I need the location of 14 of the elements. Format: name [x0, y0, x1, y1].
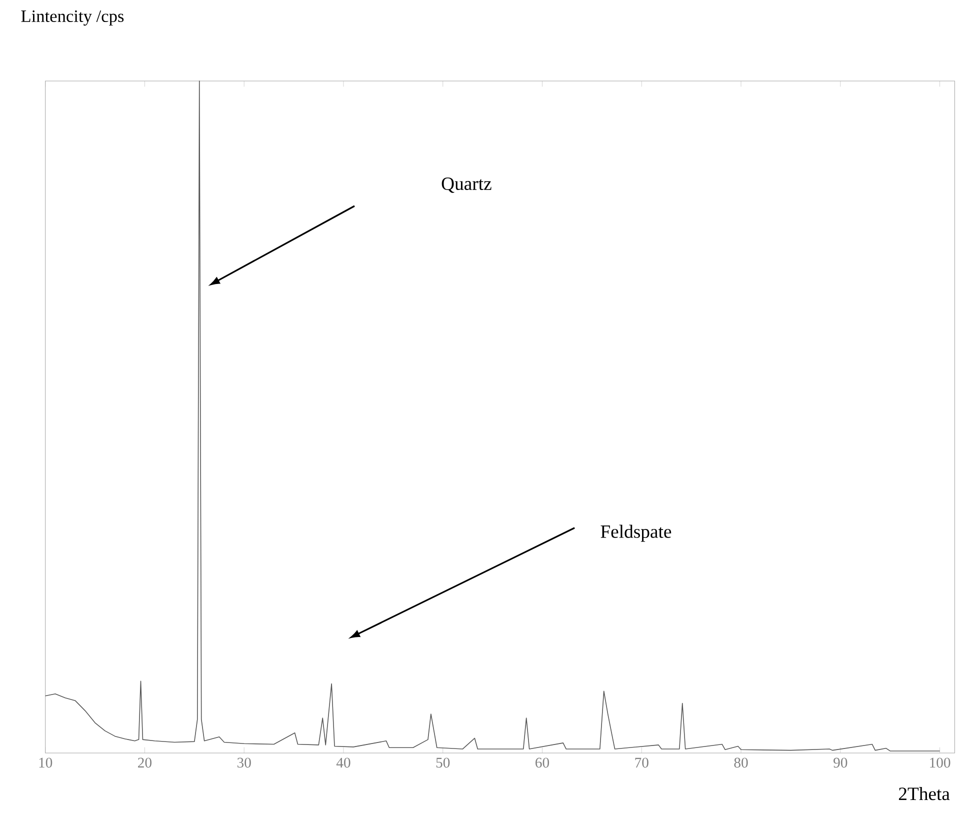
x-tick-label: 70: [635, 758, 648, 768]
x-tick-label: 10: [39, 758, 52, 768]
x-tick-label: 90: [834, 758, 848, 768]
x-axis-title: 2Theta: [898, 787, 950, 800]
x-tick-label: 20: [138, 758, 152, 768]
annotation: Feldspate: [600, 524, 672, 542]
x-tick-label: 80: [734, 758, 748, 768]
annotation: Quartz: [442, 177, 492, 193]
x-tick-label: 30: [237, 758, 251, 768]
x-tick-label: 100: [930, 758, 950, 768]
x-tick-label: 50: [436, 758, 450, 768]
y-axis-title: Lintencity /cps: [21, 10, 124, 26]
x-tick-label: 60: [536, 758, 550, 768]
x-tick-label: 40: [336, 758, 350, 768]
